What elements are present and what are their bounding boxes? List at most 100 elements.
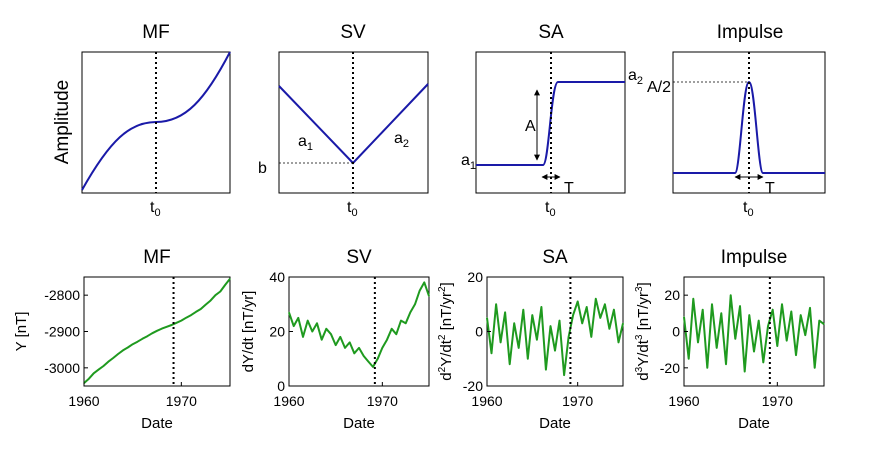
data-point	[344, 347, 346, 349]
data-point	[540, 306, 543, 308]
data-point	[772, 309, 774, 311]
data-point	[590, 336, 592, 338]
data-point	[102, 365, 105, 367]
data-point	[513, 322, 515, 324]
data-point	[205, 304, 207, 306]
y-tick-label: 0	[277, 378, 285, 394]
data-point	[381, 347, 383, 349]
schematic-title-mf: MF	[142, 22, 169, 43]
data-point	[311, 330, 313, 333]
t0-label-sv: t0	[347, 199, 358, 219]
y-tick-label: -2900	[44, 324, 80, 340]
data-point	[518, 347, 520, 349]
schematic-panel-sa: SA A T a1 a2 t0	[461, 22, 643, 219]
data-point	[577, 300, 579, 303]
data-point	[112, 357, 114, 359]
data-point	[725, 363, 727, 365]
chart-2: SA -20 0 20 1960 1970 Date d2Y/dt2 [nT/yr2]	[437, 247, 624, 432]
schematic-panel-mf: MF Amplitude t0	[52, 22, 231, 219]
data-point	[781, 303, 783, 305]
data-point	[599, 317, 601, 319]
data-point	[595, 298, 597, 300]
data-point	[428, 295, 430, 297]
data-point	[151, 332, 153, 334]
data-point	[288, 311, 290, 313]
data-point	[316, 322, 318, 324]
data-point	[613, 309, 615, 311]
data-point	[804, 334, 806, 336]
data-point	[767, 325, 769, 327]
data-point	[531, 314, 533, 316]
data-point	[563, 374, 565, 376]
x-tick-label: 1970	[762, 393, 793, 409]
y-tick-label: -3000	[44, 360, 80, 376]
A-half-label: A/2	[647, 79, 671, 96]
y-tick-label: 0	[672, 324, 680, 340]
x-tick-label: 1970	[562, 393, 593, 409]
y-tick-label: 0	[475, 324, 483, 340]
data-point	[229, 278, 231, 280]
y-axis-label: Y [nT]	[13, 312, 30, 352]
data-point	[88, 378, 90, 380]
data-point	[762, 361, 764, 363]
data-point	[353, 352, 355, 354]
y-tick-label: 20	[269, 324, 285, 340]
chart-title: SA	[542, 247, 568, 268]
schematic-title-sv: SV	[340, 22, 366, 43]
data-point	[753, 350, 755, 353]
data-point	[335, 344, 337, 346]
a2-label-sv: a2	[394, 130, 409, 150]
data-point	[604, 303, 606, 305]
data-point	[490, 352, 493, 354]
data-point	[692, 298, 694, 300]
data-point	[190, 314, 192, 316]
schematic-title-sa: SA	[538, 22, 564, 43]
data-point	[391, 328, 393, 330]
x-tick-label: 1960	[273, 393, 304, 409]
y-tick-label: 20	[467, 269, 483, 285]
x-axis-label: Date	[343, 415, 375, 432]
data-point	[486, 317, 488, 319]
data-point	[195, 311, 197, 313]
data-point	[504, 311, 506, 313]
y-tick-label: -20	[660, 360, 680, 376]
data-point	[786, 340, 788, 342]
data-point	[325, 328, 327, 330]
series-line	[486, 297, 624, 377]
data-point	[748, 314, 750, 316]
data-point	[568, 336, 570, 338]
a1-label-sa: a1	[461, 152, 476, 172]
y-axis-label-amplitude: Amplitude	[52, 80, 73, 165]
x-tick-label: 1970	[367, 393, 398, 409]
x-tick-label: 1960	[68, 393, 99, 409]
data-point	[720, 312, 722, 314]
data-point	[405, 322, 407, 324]
A-label: A	[525, 118, 536, 135]
data-point	[363, 355, 365, 357]
data-point	[302, 336, 304, 338]
series-line	[683, 294, 825, 373]
data-point	[321, 339, 323, 341]
schematic-panel-impulse: Impulse A/2 T t0	[647, 22, 826, 219]
data-point	[814, 367, 816, 369]
data-point	[185, 317, 187, 319]
data-point	[683, 316, 685, 318]
data-point	[414, 303, 416, 305]
data-point	[200, 308, 202, 310]
data-point	[372, 366, 374, 368]
x-tick-label: 1960	[471, 393, 502, 409]
x-tick-label: 1960	[668, 393, 699, 409]
x-axis-label: Date	[141, 415, 173, 432]
data-point	[527, 358, 529, 360]
data-point	[214, 294, 216, 296]
y-tick-label: 40	[269, 269, 285, 285]
data-point	[581, 322, 583, 324]
data-point	[419, 290, 421, 292]
data-point	[156, 330, 158, 332]
y-tick-label: 20	[664, 287, 680, 303]
data-point	[136, 341, 139, 343]
data-point	[500, 341, 502, 343]
data-point	[536, 339, 538, 341]
data-point	[423, 281, 425, 283]
